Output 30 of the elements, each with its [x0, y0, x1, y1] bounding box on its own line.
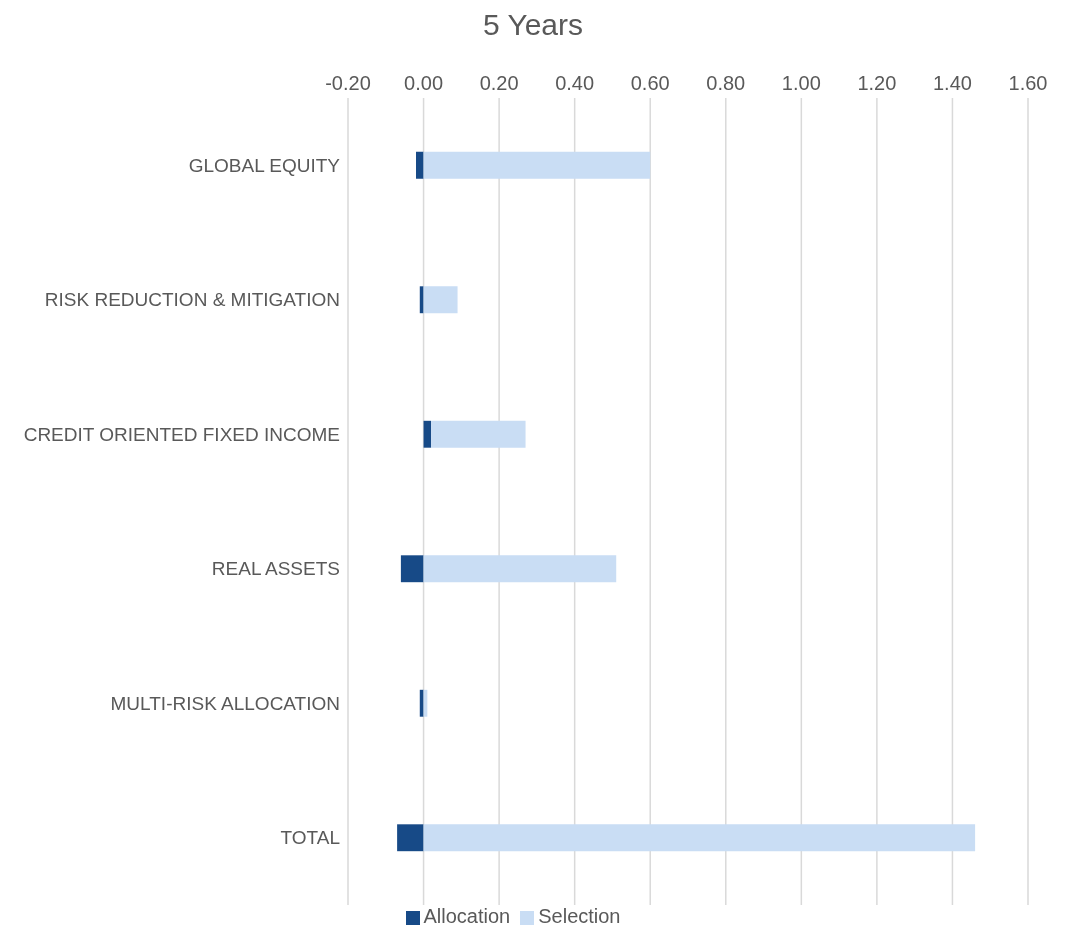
bar	[419, 689, 424, 717]
x-tick-label: 0.40	[555, 72, 595, 94]
bar	[423, 824, 976, 852]
x-tick-label: 1.20	[857, 72, 897, 94]
y-tick-label: CREDIT ORIENTED FIXED INCOME	[23, 423, 340, 445]
y-tick-label: REAL ASSETS	[211, 558, 340, 580]
x-tick-label: 0.00	[404, 72, 444, 94]
bar	[431, 420, 526, 448]
bar	[419, 286, 424, 314]
x-tick-label: 1.60	[1008, 72, 1048, 94]
bar	[423, 555, 617, 583]
y-tick-label: MULTI-RISK ALLOCATION	[110, 692, 340, 714]
x-tick-label: -0.20	[325, 72, 371, 94]
x-tick-label: 1.40	[932, 72, 972, 94]
legend-label: Allocation	[423, 905, 511, 927]
bar	[397, 824, 424, 852]
x-tick-label: 0.20	[479, 72, 519, 94]
y-tick-label: TOTAL	[280, 827, 340, 849]
chart-title: 5 Years	[481, 8, 585, 43]
bar	[416, 151, 424, 179]
bar	[423, 151, 651, 179]
x-tick-label: 1.00	[781, 72, 821, 94]
bar	[423, 420, 432, 448]
legend-label: Selection	[538, 905, 621, 927]
y-tick-label: RISK REDUCTION & MITIGATION	[44, 289, 340, 311]
bar	[400, 555, 424, 583]
y-tick-label: GLOBAL EQUITY	[188, 154, 341, 176]
x-tick-label: 0.80	[706, 72, 746, 94]
bar	[423, 286, 458, 314]
x-tick-label: 0.60	[630, 72, 670, 94]
